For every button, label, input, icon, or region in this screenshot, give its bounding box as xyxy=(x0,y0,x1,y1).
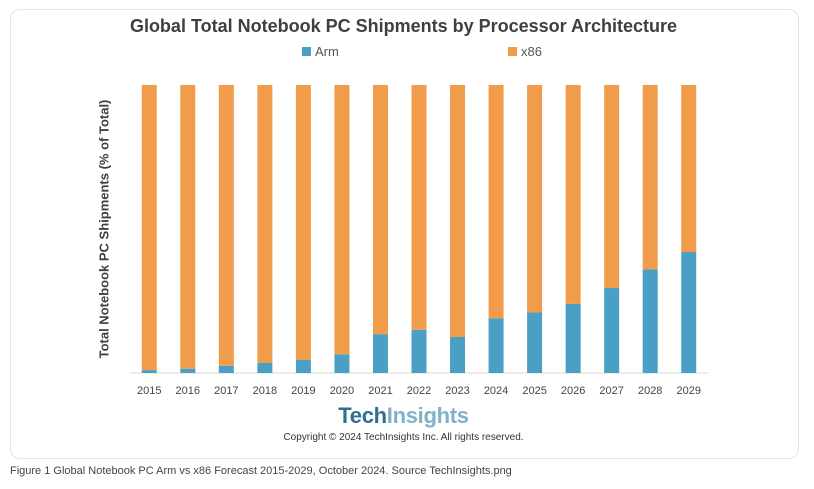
bar-arm-2029 xyxy=(681,252,697,373)
legend-x86-swatch xyxy=(508,47,517,56)
legend-x86: x86 xyxy=(508,44,542,59)
bar-x86-2018 xyxy=(257,85,273,363)
bar-arm-2023 xyxy=(450,337,466,373)
bar-arm-2017 xyxy=(218,365,234,373)
bar-x86-2028 xyxy=(642,85,658,270)
x-tick-label-2022: 2022 xyxy=(407,385,431,397)
bar-x86-2027 xyxy=(604,85,620,289)
x-tick-label-2024: 2024 xyxy=(484,385,508,397)
bar-arm-2019 xyxy=(295,360,311,373)
legend-arm-swatch xyxy=(302,47,311,56)
bar-x86-2026 xyxy=(565,85,581,304)
chart-title: Global Total Notebook PC Shipments by Pr… xyxy=(129,16,678,36)
x-tick-label-2020: 2020 xyxy=(330,385,354,397)
x-tick-label-2015: 2015 xyxy=(137,385,161,397)
x-tick-label-2028: 2028 xyxy=(638,385,662,397)
x-tick-label-2025: 2025 xyxy=(522,385,546,397)
legend-x86-label: x86 xyxy=(521,44,542,59)
x-tick-label-2019: 2019 xyxy=(291,385,315,397)
bar-x86-2023 xyxy=(450,85,466,337)
bar-arm-2015 xyxy=(141,370,157,373)
bar-x86-2017 xyxy=(218,85,234,366)
bar-arm-2016 xyxy=(180,368,196,373)
bar-arm-2024 xyxy=(488,318,504,373)
bar-x86-2021 xyxy=(372,85,388,335)
bar-x86-2020 xyxy=(334,85,350,355)
bar-arm-2027 xyxy=(604,288,620,373)
bar-arm-2018 xyxy=(257,362,273,373)
x-tick-label-2017: 2017 xyxy=(214,385,238,397)
x-tick-label-2023: 2023 xyxy=(445,385,469,397)
bar-x86-2019 xyxy=(295,85,311,361)
x-tick-label-2026: 2026 xyxy=(561,385,585,397)
bar-arm-2028 xyxy=(642,269,658,373)
techinsights-logo: TechInsights xyxy=(10,403,797,429)
x-tick-label-2021: 2021 xyxy=(368,385,392,397)
bar-arm-2025 xyxy=(527,312,543,373)
bar-x86-2015 xyxy=(141,85,157,371)
bar-arm-2026 xyxy=(565,303,581,373)
bar-arm-2022 xyxy=(411,329,427,373)
bar-x86-2025 xyxy=(527,85,543,313)
brand-part-insights: Insights xyxy=(386,403,469,428)
bar-x86-2024 xyxy=(488,85,504,319)
x-tick-label-2018: 2018 xyxy=(253,385,277,397)
legend-arm-label: Arm xyxy=(315,44,339,59)
bar-arm-2021 xyxy=(372,334,388,373)
x-tick-label-2029: 2029 xyxy=(676,385,700,397)
figure-caption: Figure 1 Global Notebook PC Arm vs x86 F… xyxy=(10,465,512,477)
chart-card xyxy=(10,9,799,459)
copyright-text: Copyright © 2024 TechInsights Inc. All r… xyxy=(283,432,524,443)
legend-arm: Arm xyxy=(302,44,339,59)
bar-x86-2022 xyxy=(411,85,427,330)
bar-x86-2016 xyxy=(180,85,196,369)
x-tick-label-2016: 2016 xyxy=(176,385,200,397)
brand-part-tech: Tech xyxy=(338,403,387,428)
bar-x86-2029 xyxy=(681,85,697,253)
bar-arm-2020 xyxy=(334,354,350,373)
x-tick-label-2027: 2027 xyxy=(599,385,623,397)
